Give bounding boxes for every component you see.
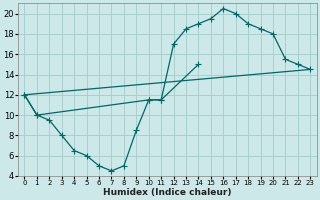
X-axis label: Humidex (Indice chaleur): Humidex (Indice chaleur) xyxy=(103,188,232,197)
